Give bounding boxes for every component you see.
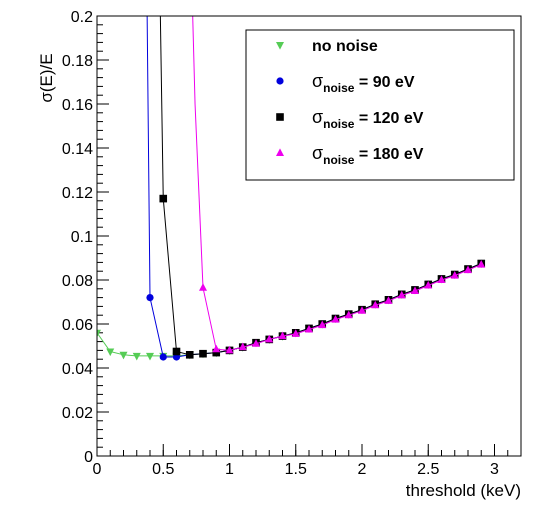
x-tick-label: 2 <box>358 461 367 478</box>
series-layer <box>97 16 486 361</box>
x-tick-label: 3 <box>490 461 499 478</box>
y-axis-label: σ(E)/E <box>37 53 56 102</box>
data-point <box>225 345 234 354</box>
data-point <box>437 275 446 283</box>
plot-frame <box>96 15 522 457</box>
x-tick-label: 1 <box>225 461 234 478</box>
data-point <box>331 315 340 323</box>
data-point <box>358 306 366 314</box>
data-point <box>265 334 274 343</box>
legend-marker <box>276 42 284 50</box>
legend-box <box>245 29 515 181</box>
data-point <box>159 353 167 361</box>
data-point <box>424 280 433 289</box>
data-point <box>278 331 287 340</box>
y-tick-label: 0.02 <box>62 405 93 422</box>
data-point <box>97 329 101 338</box>
legend-subscript: noise <box>323 153 355 167</box>
legend-sigma: σ <box>312 71 323 91</box>
x-tick-label: 2.5 <box>417 461 439 478</box>
data-point <box>305 324 313 333</box>
legend-marker <box>276 113 284 121</box>
series-3 <box>192 16 486 354</box>
legend-value: = 180 eV <box>354 146 423 163</box>
x-tick-label: 1.5 <box>285 461 307 478</box>
x-axis-label: threshold (keV) <box>406 481 521 500</box>
data-point <box>291 329 300 337</box>
data-point <box>464 265 472 274</box>
y-tick-label: 0 <box>84 449 93 466</box>
legend-marker <box>276 77 284 85</box>
data-point <box>146 352 154 361</box>
y-tick-label: 0.2 <box>71 9 93 26</box>
x-tick-label: 0.5 <box>152 461 174 478</box>
y-tick-label: 0.04 <box>62 361 93 378</box>
data-point <box>477 260 486 268</box>
legend-sigma: σ <box>312 107 323 127</box>
data-point <box>146 294 154 302</box>
legend-marker <box>276 148 284 156</box>
legend-value: = 90 eV <box>354 74 414 91</box>
data-point <box>106 348 115 357</box>
data-point <box>397 290 406 299</box>
data-point <box>212 348 221 357</box>
data-point <box>185 351 194 359</box>
legend-subscript: noise <box>323 117 355 131</box>
y-tick-label: 0.08 <box>62 273 93 290</box>
data-point <box>199 349 207 358</box>
legend-subscript: noise <box>323 81 355 95</box>
data-point <box>238 342 247 351</box>
data-point <box>252 339 260 347</box>
data-point <box>159 194 168 203</box>
y-tick-label: 0.1 <box>71 229 93 246</box>
series-0 <box>97 260 486 361</box>
legend-label: σnoise = 90 eV <box>312 71 415 95</box>
legend-label: σnoise = 180 eV <box>312 143 424 167</box>
data-point <box>450 271 459 279</box>
y-tick-label: 0.12 <box>62 185 93 202</box>
data-point <box>371 300 380 309</box>
data-point <box>172 347 181 356</box>
data-point <box>344 310 353 319</box>
y-tick-label: 0.14 <box>62 141 93 158</box>
y-tick-label: 0.16 <box>62 97 93 114</box>
data-point <box>384 296 393 304</box>
axes: 0 0.02 0.04 0.06 0.08 0.1 0.12 0.14 0.16 0.18 0.2 0… <box>62 9 522 478</box>
y-tick-label: 0.18 <box>62 53 93 70</box>
legend-sigma: σ <box>312 143 323 163</box>
data-point <box>411 286 419 294</box>
data-point <box>212 344 221 353</box>
series-line <box>97 263 482 357</box>
legend-value: = 120 eV <box>354 110 423 127</box>
data-point <box>132 352 141 361</box>
data-point <box>199 283 207 291</box>
data-point <box>318 320 327 329</box>
legend-label: σnoise = 120 eV <box>312 107 424 131</box>
data-point <box>119 351 128 360</box>
legend-label: no noise <box>312 38 378 55</box>
x-tick-label: 0 <box>93 461 102 478</box>
y-tick-label: 0.06 <box>62 317 93 334</box>
